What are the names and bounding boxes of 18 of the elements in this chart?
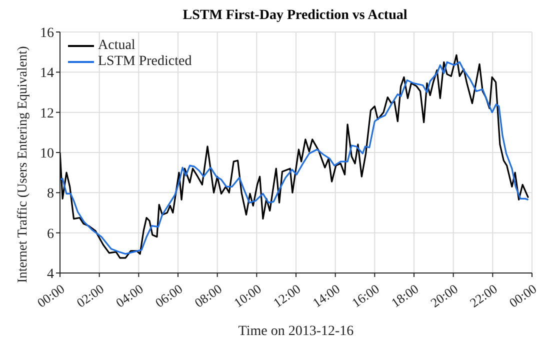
chart-title: LSTM First-Day Prediction vs Actual (182, 8, 408, 25)
x-tick-label: 00:00 (34, 281, 68, 310)
x-tick-label: 00:00 (506, 281, 540, 310)
y-tick-label: 4 (47, 266, 54, 282)
x-tick-label: 06:00 (152, 281, 186, 310)
y-tick-label: 14 (40, 66, 54, 82)
y-tick-label: 8 (47, 186, 54, 202)
legend-label: LSTM Predicted (98, 54, 192, 70)
x-tick-label: 04:00 (113, 281, 146, 310)
legend-label: Actual (98, 38, 136, 54)
y-axis-title: Internet Traffic (Users Entering Equivalent) (14, 46, 30, 283)
y-tick-label: 12 (40, 106, 54, 122)
x-tick-label: 02:00 (74, 281, 107, 310)
x-tick-label: 08:00 (192, 281, 225, 310)
x-axis-title: Time on 2013-12-16 (238, 324, 354, 339)
y-tick-label: 16 (40, 26, 54, 41)
y-tick-label: 6 (47, 226, 54, 242)
y-tick-label: 10 (40, 146, 54, 162)
